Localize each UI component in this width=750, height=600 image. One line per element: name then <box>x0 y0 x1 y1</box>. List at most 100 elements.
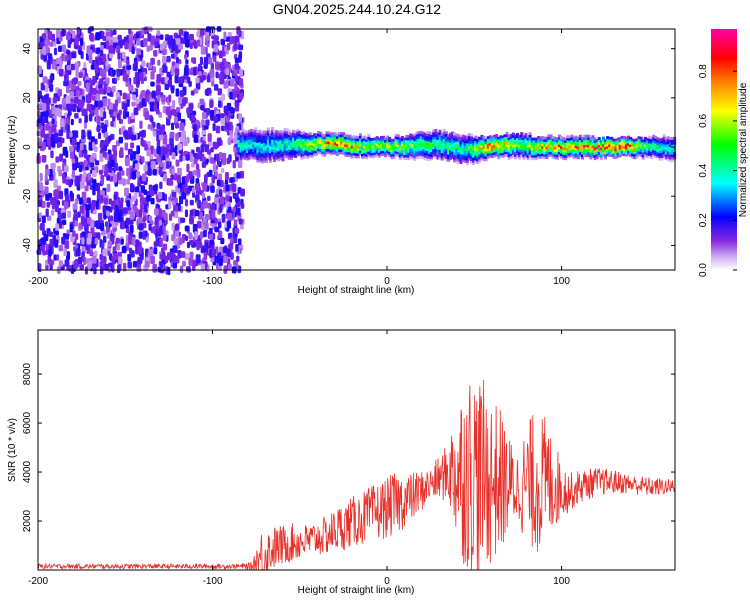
spectrogram-cell <box>289 154 293 158</box>
spectrogram-cell <box>136 145 141 155</box>
spectrogram-cell <box>116 45 121 54</box>
spectrogram-cell <box>557 141 561 145</box>
spectrogram-cell <box>507 147 511 150</box>
spectrogram-cell <box>240 188 245 197</box>
spectrogram-cell <box>513 149 517 152</box>
spectrogram-cell <box>369 138 373 141</box>
spectrogram-cell <box>317 138 321 142</box>
spectrogram-cell <box>446 134 450 138</box>
spectrogram-cell <box>262 137 266 141</box>
spectrogram-cell <box>480 139 484 143</box>
spectrogram-cell <box>225 184 230 192</box>
spectrogram-cell <box>560 153 564 157</box>
spectrogram-cell <box>417 155 421 159</box>
spectrogram-cell <box>384 152 388 155</box>
spectrogram-cell <box>453 157 457 160</box>
spectrogram-cell <box>146 45 150 52</box>
spectrogram-cell <box>453 147 457 151</box>
spectrogram-cell <box>507 134 511 138</box>
spectrogram-cell <box>375 148 379 152</box>
spectrogram-cell <box>329 135 333 138</box>
spectrogram-cell <box>262 150 266 153</box>
spectrogram-cell <box>238 218 243 225</box>
spectrogram-cell <box>333 149 337 153</box>
spectrogram-cell <box>396 141 400 145</box>
spectrogram-cell <box>492 142 496 146</box>
spectrogram-cell <box>570 151 574 155</box>
spectrogram-cell <box>513 136 517 140</box>
spectrogram-cell <box>266 139 270 143</box>
spectrogram-cell <box>217 88 223 96</box>
spectrogram-cell <box>275 144 279 148</box>
spectrogram-cell <box>513 134 517 138</box>
spectrogram-cell <box>94 237 99 245</box>
spectrogram-cell <box>528 137 532 140</box>
spectrogram-cell <box>526 140 530 143</box>
spectrogram-cell <box>463 155 467 158</box>
spectrogram-cell <box>574 147 578 151</box>
spectrogram-cell <box>289 142 293 146</box>
spectrogram-cell <box>482 143 486 147</box>
spectrogram-cell <box>66 49 71 55</box>
spectrogram-cell <box>100 194 104 202</box>
spectrogram-cell <box>652 134 656 138</box>
spectrogram-cell <box>369 155 373 159</box>
spectrogram-cell <box>511 137 515 141</box>
spectrogram-cell <box>159 237 163 247</box>
spectrogram-cell <box>647 150 651 154</box>
spectrogram-cell <box>279 149 283 153</box>
spectrogram-cell <box>245 157 249 161</box>
spectrogram-cell <box>157 59 161 66</box>
spectrogram-cell <box>71 52 77 59</box>
spectrogram-cell <box>54 203 59 213</box>
spectrogram-cell <box>434 138 438 142</box>
spectrogram-cell <box>135 33 140 39</box>
spectrogram-cell <box>622 153 626 157</box>
spectrogram-cell <box>534 140 538 143</box>
spectrogram-cell <box>335 150 339 154</box>
spectrogram-cell <box>643 149 647 153</box>
spectrogram-cell <box>134 71 139 78</box>
spectrogram-cell <box>277 133 281 137</box>
spectrogram-cell <box>258 151 262 155</box>
spectrogram-cell <box>314 135 318 139</box>
spectrogram-cell <box>323 138 327 142</box>
spectrogram-cell <box>637 138 641 142</box>
spectrogram-cell <box>294 138 298 141</box>
spectrogram-cell <box>95 200 99 210</box>
spectrogram-cell <box>568 142 572 146</box>
spectrogram-cell <box>289 152 293 155</box>
spectrogram-cell <box>633 149 637 152</box>
spectrogram-cell <box>398 149 402 153</box>
spectrogram-cell <box>453 137 457 141</box>
spectrogram-cell <box>622 148 626 152</box>
top-x-axis: -200 -100 0 100 <box>28 29 570 287</box>
spectrogram-cell <box>306 143 310 147</box>
spectrogram-cell <box>518 149 522 153</box>
spectrogram-cell <box>425 130 429 134</box>
spectrogram-cell <box>394 146 398 149</box>
spectrogram-cell <box>553 146 557 150</box>
spectrogram-cell <box>524 143 528 146</box>
spectrogram-cell <box>472 162 476 165</box>
spectrogram-cell <box>618 144 622 148</box>
spectrogram-cell <box>38 212 42 219</box>
spectrogram-cell <box>522 154 526 158</box>
spectrogram-cell <box>503 136 507 140</box>
spectrogram-cell <box>68 104 74 111</box>
spectrogram-cell <box>254 141 258 145</box>
spectrogram-cell <box>379 141 383 144</box>
spectrogram-cell <box>131 134 137 141</box>
spectrogram-cell <box>541 143 545 147</box>
spectrogram-cell <box>666 148 670 152</box>
spectrogram-cell <box>440 145 444 149</box>
spectrogram-cell <box>601 136 605 140</box>
spectrogram-cell <box>335 133 339 137</box>
spectrogram-cell <box>405 149 409 153</box>
spectrogram-cell <box>77 256 83 265</box>
spectrogram-cell <box>150 57 155 65</box>
spectrogram-cell <box>599 147 603 151</box>
spectrogram-cell <box>603 149 607 152</box>
spectrogram-cell <box>566 152 570 156</box>
spectrogram-cell <box>327 146 331 150</box>
